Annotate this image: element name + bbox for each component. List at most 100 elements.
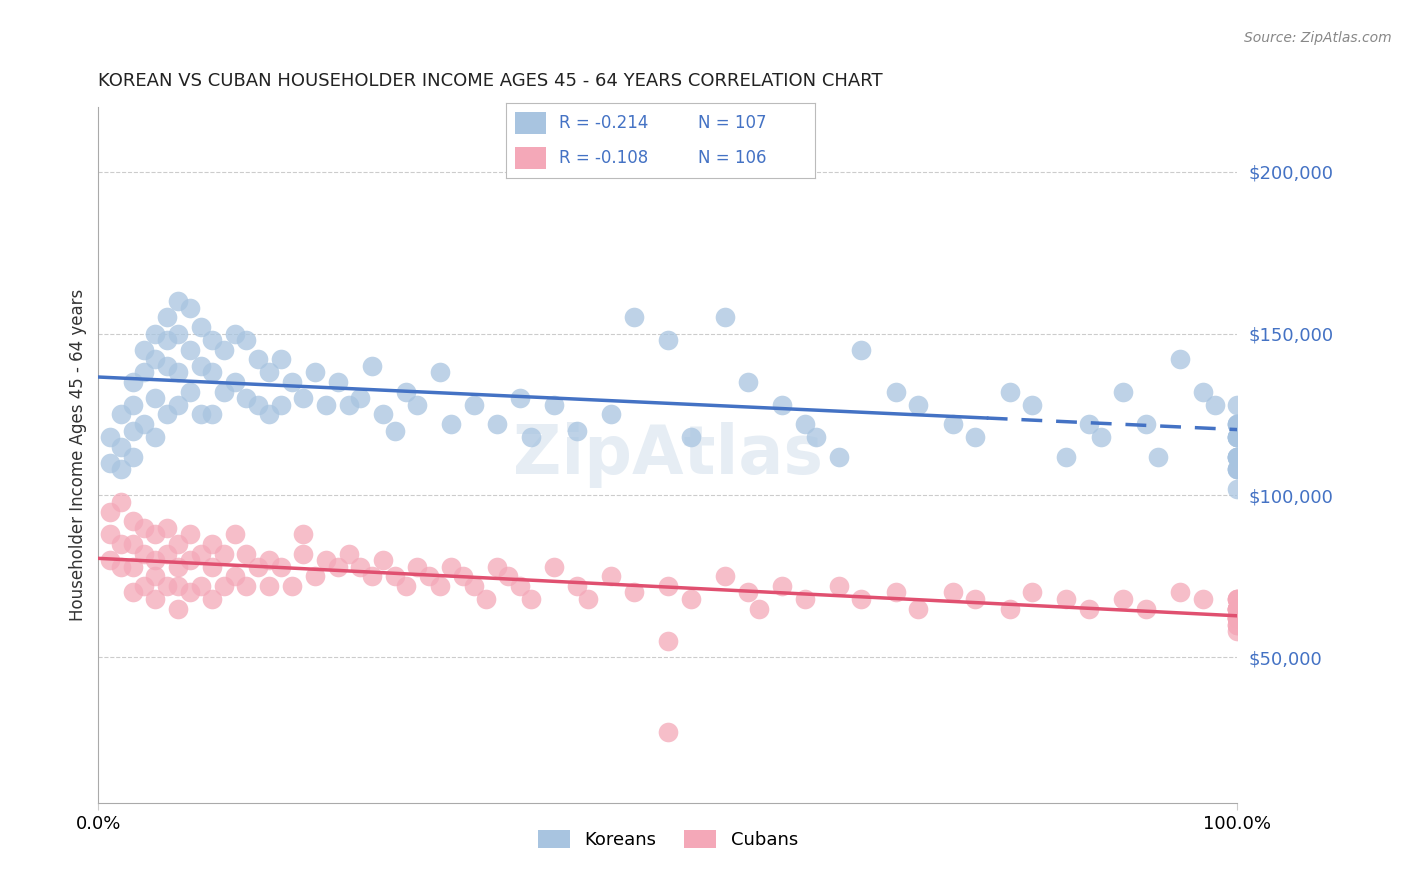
Point [1226, 417, 1249, 432]
Point [212, 579, 235, 593]
Point [543, 559, 565, 574]
Point [440, 417, 463, 432]
Point [1226, 601, 1249, 615]
Point [132, 365, 155, 379]
Point [804, 430, 827, 444]
Point [657, 634, 679, 648]
Point [145, 569, 167, 583]
Point [292, 547, 315, 561]
Point [121, 424, 143, 438]
Point [167, 294, 190, 309]
Point [179, 301, 201, 315]
Point [167, 559, 190, 574]
Point [1226, 450, 1249, 464]
Text: R = -0.108: R = -0.108 [558, 149, 648, 167]
Point [1226, 450, 1249, 464]
Point [259, 408, 281, 422]
Point [384, 424, 406, 438]
Point [1226, 611, 1249, 625]
Point [190, 320, 212, 334]
Point [851, 591, 873, 606]
Point [998, 384, 1021, 399]
Point [828, 450, 851, 464]
Point [520, 591, 543, 606]
Point [98, 527, 121, 541]
Point [190, 579, 212, 593]
Point [486, 417, 509, 432]
Point [156, 579, 179, 593]
Point [1226, 450, 1249, 464]
Point [384, 569, 406, 583]
Point [1226, 462, 1249, 476]
Point [1226, 430, 1249, 444]
Point [942, 585, 965, 599]
Point [965, 430, 987, 444]
Point [998, 601, 1021, 615]
Point [1090, 430, 1112, 444]
Point [156, 359, 179, 373]
Point [395, 579, 418, 593]
Point [576, 591, 599, 606]
Point [235, 333, 257, 347]
Point [509, 579, 531, 593]
Point [1192, 591, 1215, 606]
Point [145, 430, 167, 444]
Point [315, 553, 337, 567]
Point [543, 398, 565, 412]
Point [259, 365, 281, 379]
Point [828, 579, 851, 593]
Point [349, 559, 371, 574]
Point [179, 384, 201, 399]
Point [224, 569, 246, 583]
Point [190, 408, 212, 422]
Point [1021, 398, 1043, 412]
Point [132, 417, 155, 432]
Point [98, 553, 121, 567]
Point [132, 343, 155, 357]
Point [167, 398, 190, 412]
Point [1226, 611, 1249, 625]
Point [770, 579, 793, 593]
Point [145, 553, 167, 567]
Point [121, 450, 143, 464]
Point [98, 504, 121, 518]
Point [1226, 601, 1249, 615]
Point [1226, 417, 1249, 432]
Point [156, 521, 179, 535]
Point [246, 352, 269, 367]
Point [145, 392, 167, 406]
Point [201, 559, 224, 574]
Text: N = 107: N = 107 [697, 114, 766, 132]
Point [1226, 611, 1249, 625]
Point [463, 398, 485, 412]
Point [156, 333, 179, 347]
Point [884, 384, 907, 399]
Point [360, 359, 382, 373]
Point [190, 547, 212, 561]
Point [349, 392, 371, 406]
Point [270, 352, 292, 367]
Point [224, 375, 246, 389]
Point [565, 424, 588, 438]
Point [337, 398, 360, 412]
Point [179, 553, 201, 567]
Point [1078, 601, 1101, 615]
Point [1226, 591, 1249, 606]
Point [201, 537, 224, 551]
Point [179, 343, 201, 357]
Point [190, 359, 212, 373]
Point [212, 343, 235, 357]
Point [304, 365, 326, 379]
Point [748, 601, 770, 615]
Point [201, 408, 224, 422]
Point [167, 365, 190, 379]
Point [1170, 585, 1192, 599]
Point [145, 352, 167, 367]
Point [657, 579, 679, 593]
Point [657, 724, 679, 739]
Point [486, 559, 509, 574]
Point [224, 326, 246, 341]
Point [270, 559, 292, 574]
Point [224, 527, 246, 541]
Point [1226, 601, 1249, 615]
